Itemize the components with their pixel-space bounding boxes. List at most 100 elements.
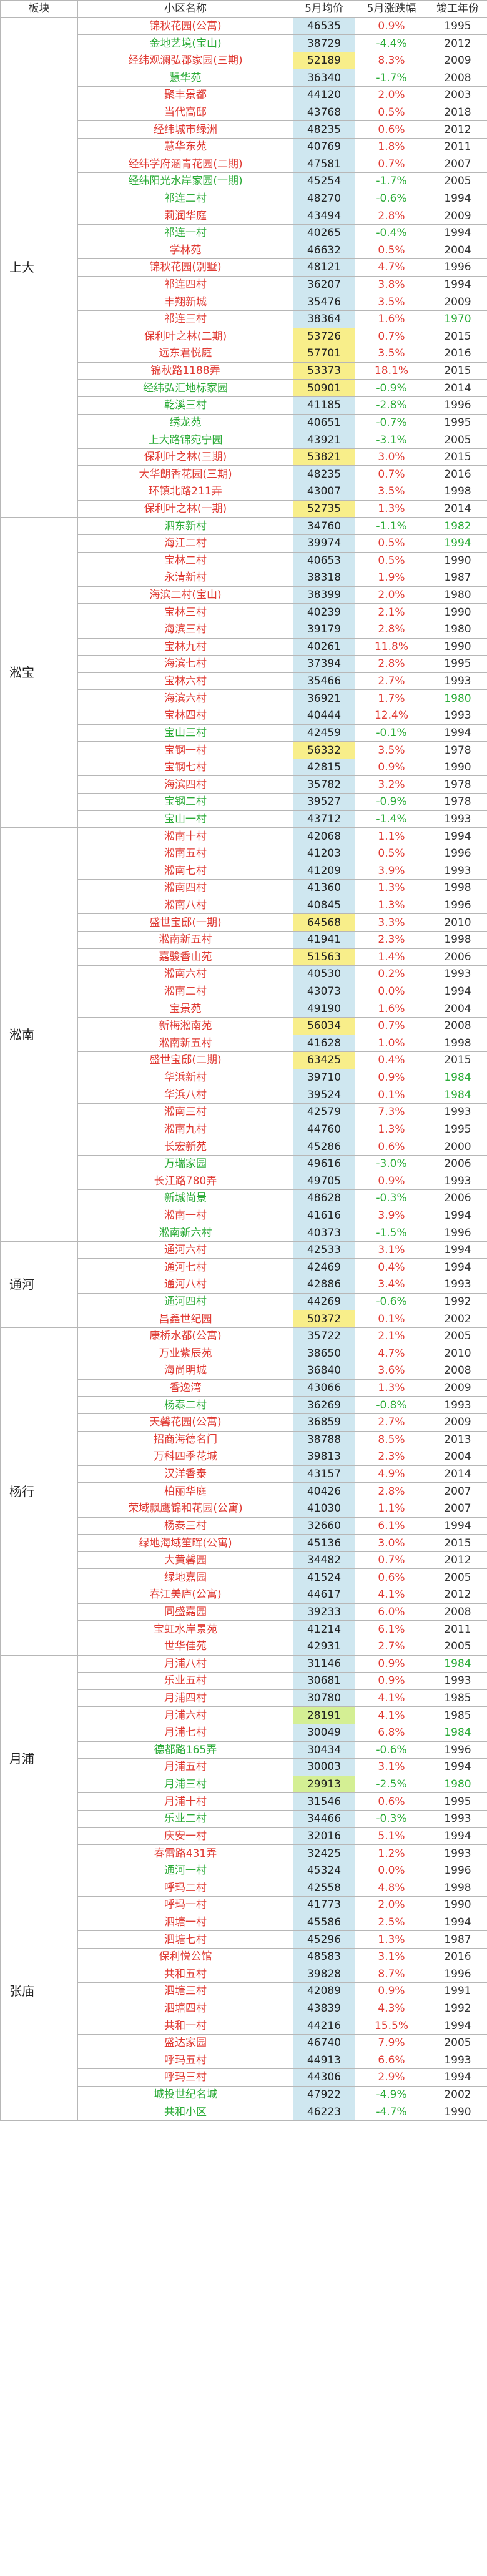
table-row: 学林苑 46632 0.5% 2004 — [1, 241, 487, 260]
completion-year: 1998 — [428, 879, 487, 897]
community-name: 祁连二村 — [77, 189, 293, 208]
completion-year: 1996 — [428, 1741, 487, 1759]
housing-price-table: 板块 小区名称 5月均价 5月涨跌幅 竣工年份 上大 锦秋花园(公寓) 46535 0… — [0, 0, 487, 2121]
table-row: 绿地嘉园 41524 0.6% 2005 — [1, 1568, 487, 1587]
table-row: 保利叶之林(二期) 53726 0.7% 2015 — [1, 327, 487, 346]
completion-year: 1996 — [428, 258, 487, 277]
avg-price: 48583 — [293, 1947, 355, 1966]
community-name: 月浦四村 — [77, 1689, 293, 1708]
table-row: 慧华东苑 40769 1.8% 2011 — [1, 137, 487, 156]
completion-year: 1996 — [428, 1224, 487, 1242]
price-change: 2.0% — [355, 586, 428, 604]
community-name: 海尚明城 — [77, 1362, 293, 1380]
community-name: 盛达家园 — [77, 2033, 293, 2052]
completion-year: 1978 — [428, 793, 487, 811]
completion-year: 1991 — [428, 1982, 487, 2000]
price-change: 0.5% — [355, 551, 428, 570]
avg-price: 36340 — [293, 69, 355, 87]
community-name: 宝钢七村 — [77, 758, 293, 777]
community-name: 泗塘一村 — [77, 1913, 293, 1932]
completion-year: 2005 — [428, 1568, 487, 1587]
avg-price: 44760 — [293, 1120, 355, 1139]
avg-price: 31146 — [293, 1654, 355, 1673]
table-row: 泗塘一村 45586 2.5% 1994 — [1, 1913, 487, 1932]
price-change: -0.7% — [355, 413, 428, 432]
completion-year: 1994 — [428, 2068, 487, 2087]
avg-price: 29913 — [293, 1775, 355, 1794]
table-row: 保利叶之林(三期) 53821 3.0% 2015 — [1, 448, 487, 466]
completion-year: 2005 — [428, 2033, 487, 2052]
price-change: 1.4% — [355, 948, 428, 966]
completion-year: 2002 — [428, 1310, 487, 1328]
table-row: 华浜八村 39524 0.1% 1984 — [1, 1086, 487, 1104]
community-name: 祁连四村 — [77, 275, 293, 294]
completion-year: 2008 — [428, 1603, 487, 1621]
completion-year: 2009 — [428, 51, 487, 70]
table-row: 招商海德名门 38788 8.5% 2013 — [1, 1430, 487, 1449]
completion-year: 1978 — [428, 775, 487, 794]
price-change: 11.8% — [355, 637, 428, 656]
community-name: 保利悦公馆 — [77, 1947, 293, 1966]
completion-year: 2005 — [428, 431, 487, 449]
completion-year: 2009 — [428, 1379, 487, 1397]
community-name: 祁连三村 — [77, 310, 293, 328]
community-name: 永清新村 — [77, 569, 293, 587]
price-change: 0.1% — [355, 1310, 428, 1328]
completion-year: 2004 — [428, 1000, 487, 1018]
price-change: -0.8% — [355, 1396, 428, 1414]
price-change: 0.6% — [355, 120, 428, 139]
price-change: 3.0% — [355, 1534, 428, 1552]
community-name: 锦秋花园(别墅) — [77, 258, 293, 277]
completion-year: 1984 — [428, 1086, 487, 1104]
table-row: 世华佳苑 42931 2.7% 2005 — [1, 1637, 487, 1656]
completion-year: 1993 — [428, 810, 487, 828]
price-change: 7.9% — [355, 2033, 428, 2052]
price-change: 3.5% — [355, 345, 428, 363]
completion-year: 2010 — [428, 1344, 487, 1363]
avg-price: 46535 — [293, 17, 355, 36]
area-cell: 淞南 — [0, 827, 78, 1242]
price-change: 1.1% — [355, 1500, 428, 1518]
table-row: 淞南 淞南十村 42068 1.1% 1994 — [0, 827, 487, 1242]
table-row: 城投世纪名城 47922 -4.9% 2002 — [1, 2085, 487, 2104]
avg-price: 36269 — [293, 1396, 355, 1414]
table-row: 华浜新村 39710 0.9% 1984 — [1, 1068, 487, 1087]
community-name: 宝林九村 — [77, 637, 293, 656]
avg-price: 39710 — [293, 1068, 355, 1087]
avg-price: 44306 — [293, 2068, 355, 2087]
completion-year: 1993 — [428, 672, 487, 691]
table-row: 月浦六村 28191 4.1% 1985 — [1, 1706, 487, 1724]
community-name: 保利叶之林(一期) — [77, 499, 293, 518]
avg-price: 44617 — [293, 1586, 355, 1604]
completion-year: 1994 — [428, 275, 487, 294]
table-row: 宝林三村 40239 2.1% 1990 — [1, 603, 487, 621]
community-name: 盛世宝邸(二期) — [77, 1051, 293, 1069]
table-row: 宝林二村 40653 0.5% 1990 — [1, 551, 487, 570]
avg-price: 41185 — [293, 396, 355, 415]
community-name: 慧华东苑 — [77, 137, 293, 156]
table-row: 淞南新六村 40373 -1.5% 1996 — [1, 1224, 487, 1242]
completion-year: 1985 — [428, 1689, 487, 1708]
table-row: 共和五村 39828 8.7% 1996 — [1, 1965, 487, 1984]
completion-year: 1998 — [428, 930, 487, 949]
community-name: 共和五村 — [77, 1965, 293, 1984]
table-row: 环镇北路211弄 43007 3.5% 1998 — [1, 483, 487, 501]
completion-year: 2002 — [428, 2085, 487, 2104]
price-change: 0.6% — [355, 1792, 428, 1811]
completion-year: 1990 — [428, 637, 487, 656]
area-cell: 张庙 — [0, 1861, 78, 2121]
price-change: 2.1% — [355, 603, 428, 621]
community-name: 呼玛三村 — [77, 2068, 293, 2087]
community-name: 通河四村 — [77, 1292, 293, 1311]
avg-price: 43921 — [293, 431, 355, 449]
completion-year: 2007 — [428, 155, 487, 174]
completion-year: 1990 — [428, 551, 487, 570]
table-row: 淞南九村 44760 1.3% 1995 — [1, 1120, 487, 1139]
community-name: 宝林二村 — [77, 551, 293, 570]
avg-price: 40373 — [293, 1224, 355, 1242]
completion-year: 2015 — [428, 1051, 487, 1069]
community-name: 慧华苑 — [77, 69, 293, 87]
table-row: 淞南七村 41209 3.9% 1993 — [1, 862, 487, 880]
table-row: 通河四村 44269 -0.6% 1992 — [1, 1292, 487, 1311]
header-area: 板块 — [0, 0, 78, 18]
